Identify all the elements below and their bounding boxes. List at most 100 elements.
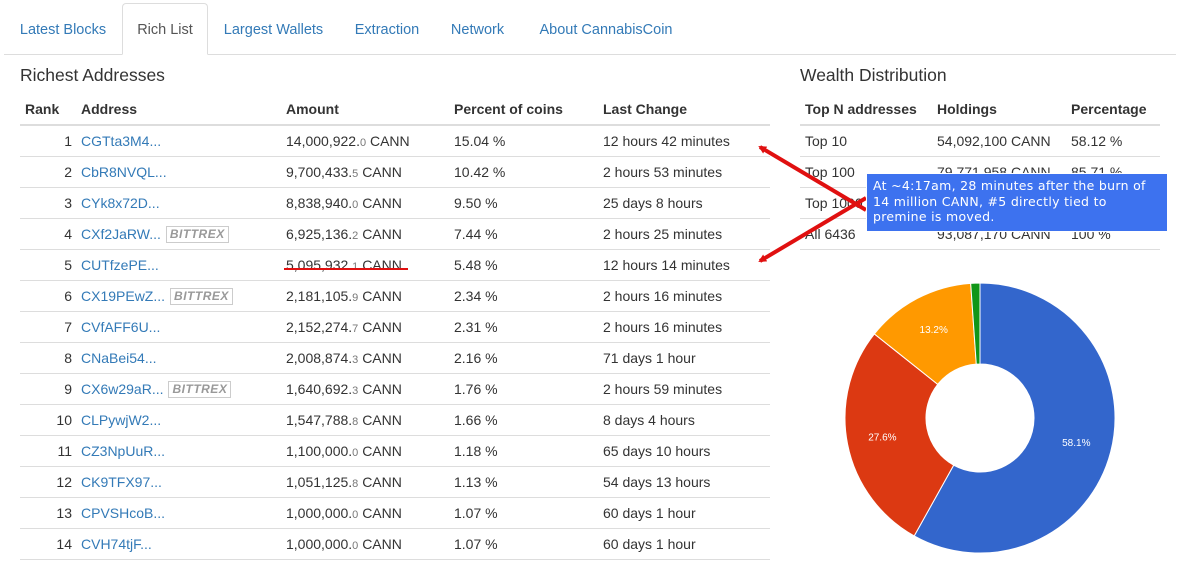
address-link[interactable]: CXf2JaRW... BITTREX (81, 219, 229, 250)
percent-cell: 15.04 % (454, 133, 506, 149)
address-link[interactable]: CUTfzePE... (81, 250, 159, 281)
address-text[interactable]: CUTfzePE... (81, 257, 159, 273)
tab-rich-list[interactable]: Rich List (122, 3, 208, 55)
tab-about-cannabiscoin[interactable]: About CannabisCoin (539, 22, 673, 38)
amount-cell: 14,000,922.0 CANN (286, 126, 410, 157)
amount-cell: 1,000,000.0 CANN (286, 498, 402, 529)
rank-cell: 1 (64, 133, 72, 149)
amount-unit: CANN (362, 195, 402, 211)
address-text[interactable]: CZ3NpUuR... (81, 443, 166, 459)
table-row: 9 CX6w29aR... BITTREX 1,640,692.3 CANN 1.76 … (20, 374, 770, 405)
tab-network[interactable]: Network (450, 22, 505, 38)
amount-cell: 1,547,788.8 CANN (286, 405, 402, 436)
address-text[interactable]: CK9TFX97... (81, 474, 162, 490)
last-change-cell: 65 days 10 hours (603, 443, 711, 459)
address-text[interactable]: CVfAFF6U... (81, 319, 161, 335)
address-text[interactable]: CYk8x72D... (81, 195, 160, 211)
address-link[interactable]: CbR8NVQL... (81, 157, 167, 188)
top-n-cell: Top 100 (805, 164, 855, 180)
table-row: 1 CGTta3M4... 14,000,922.0 CANN 15.04 % 12 h… (20, 126, 770, 157)
address-link[interactable]: CGTta3M4... (81, 126, 161, 157)
address-link[interactable]: CX19PEwZ... BITTREX (81, 281, 233, 312)
last-change-cell: 2 hours 16 minutes (603, 288, 723, 304)
tab-latest-blocks[interactable]: Latest Blocks (19, 22, 107, 38)
address-link[interactable]: CLPywjW2... (81, 405, 161, 436)
col-header-address[interactable]: Address (81, 101, 138, 117)
amount-decimal: 9 (352, 292, 359, 304)
amount-cell: 6,925,136.2 CANN (286, 219, 402, 250)
pie-slice-rest[interactable] (970, 282, 981, 365)
rank-cell: 3 (64, 195, 72, 211)
richest-addresses-title: Richest Addresses (20, 65, 165, 85)
col-header-holdings: Holdings (937, 101, 997, 117)
table-row: 2 CbR8NVQL... 9,700,433.5 CANN 10.42 % 2 hou… (20, 157, 770, 188)
address-link[interactable]: CZ3NpUuR... (81, 436, 165, 467)
percentage-cell: 58.12 % (1071, 133, 1123, 149)
col-header-percent[interactable]: Percent of coins (454, 101, 563, 117)
nav-tabs: Latest Blocks Rich List Largest Wallets Ext… (4, 0, 1176, 55)
amount-integer: 2,008,874. (286, 350, 353, 366)
percent-cell: 2.34 % (454, 288, 498, 304)
last-change-cell: 2 hours 25 minutes (603, 226, 723, 242)
address-text[interactable]: CGTta3M4... (81, 133, 162, 149)
address-link[interactable]: CPVSHcoB... (81, 498, 165, 529)
address-text[interactable]: CX19PEwZ... (81, 288, 166, 304)
address-link[interactable]: CK9TFX97... (81, 467, 162, 498)
table-row: 6 CX19PEwZ... BITTREX 2,181,105.9 CANN 2.34 … (20, 281, 770, 312)
address-link[interactable]: CX6w29aR... BITTREX (81, 374, 232, 405)
amount-cell: 9,700,433.5 CANN (286, 157, 402, 188)
last-change-cell: 2 hours 59 minutes (603, 381, 723, 397)
amount-unit: CANN (362, 350, 402, 366)
last-change-cell: 12 hours 14 minutes (603, 257, 730, 273)
top-n-cell: Top 10 (805, 133, 848, 149)
percent-cell: 1.07 % (454, 505, 498, 521)
percent-cell: 9.50 % (454, 195, 498, 211)
tab-largest-wallets[interactable]: Largest Wallets (223, 22, 324, 38)
table-row: 7 CVfAFF6U... 2,152,274.7 CANN 2.31 % 2 hour… (20, 312, 770, 343)
amount-unit: CANN (362, 412, 402, 428)
rank-cell: 4 (64, 226, 72, 242)
rank-cell: 6 (64, 288, 72, 304)
address-text[interactable]: CX6w29aR... (81, 381, 164, 397)
address-text[interactable]: CbR8NVQL... (81, 164, 167, 180)
amount-unit: CANN (369, 133, 410, 149)
address-text[interactable]: CXf2JaRW... (81, 226, 161, 242)
address-link[interactable]: CVH74tjF... (81, 529, 152, 560)
address-text[interactable]: CLPywjW2... (81, 412, 162, 428)
percent-cell: 2.31 % (454, 319, 498, 335)
address-link[interactable]: CNaBei54... (81, 343, 156, 374)
last-change-cell: 71 days 1 hour (603, 350, 696, 366)
last-change-cell: 25 days 8 hours (603, 195, 703, 211)
address-text[interactable]: CVH74tjF... (81, 536, 152, 552)
table-row: 3 CYk8x72D... 8,838,940.0 CANN 9.50 % 25 day… (20, 188, 770, 219)
last-change-cell: 8 days 4 hours (603, 412, 695, 428)
percent-cell: 1.76 % (454, 381, 498, 397)
pie-slice-11-100[interactable] (844, 333, 955, 537)
address-text[interactable]: CNaBei54... (81, 350, 157, 366)
address-link[interactable]: CYk8x72D... (81, 188, 160, 219)
tab-extraction[interactable]: Extraction (354, 22, 420, 38)
amount-decimal: 1 (352, 261, 359, 273)
table-row: 4 CXf2JaRW... BITTREX 6,925,136.2 CANN 7.44 … (20, 219, 770, 250)
table-row: 10 CLPywjW2... 1,547,788.8 CANN 1.66 % 8 day… (20, 405, 770, 436)
percent-cell: 1.13 % (454, 474, 498, 490)
col-header-last-change[interactable]: Last Change (603, 101, 688, 117)
rank-cell: 11 (57, 443, 72, 459)
amount-decimal: 0 (359, 137, 367, 149)
annotation-note: At ~4:17am, 28 minutes after the burn of… (866, 173, 1168, 232)
amount-unit: CANN (362, 288, 402, 304)
amount-decimal: 8 (352, 478, 359, 490)
amount-integer: 2,181,105. (286, 288, 353, 304)
pie-slice-top-10[interactable] (913, 282, 1116, 554)
amount-integer: 9,700,433. (286, 164, 353, 180)
header-divider (800, 124, 1160, 126)
address-link[interactable]: CVfAFF6U... (81, 312, 160, 343)
address-text[interactable]: CPVSHcoB... (81, 505, 166, 521)
col-header-percentage: Percentage (1071, 101, 1147, 117)
table-row: 12 CK9TFX97... 1,051,125.8 CANN 1.13 % 54 da… (20, 467, 770, 498)
col-header-amount[interactable]: Amount (286, 101, 339, 117)
col-header-rank[interactable]: Rank (25, 101, 60, 117)
amount-decimal: 5 (352, 168, 359, 180)
pie-slice-label: 27.6% (868, 432, 896, 443)
